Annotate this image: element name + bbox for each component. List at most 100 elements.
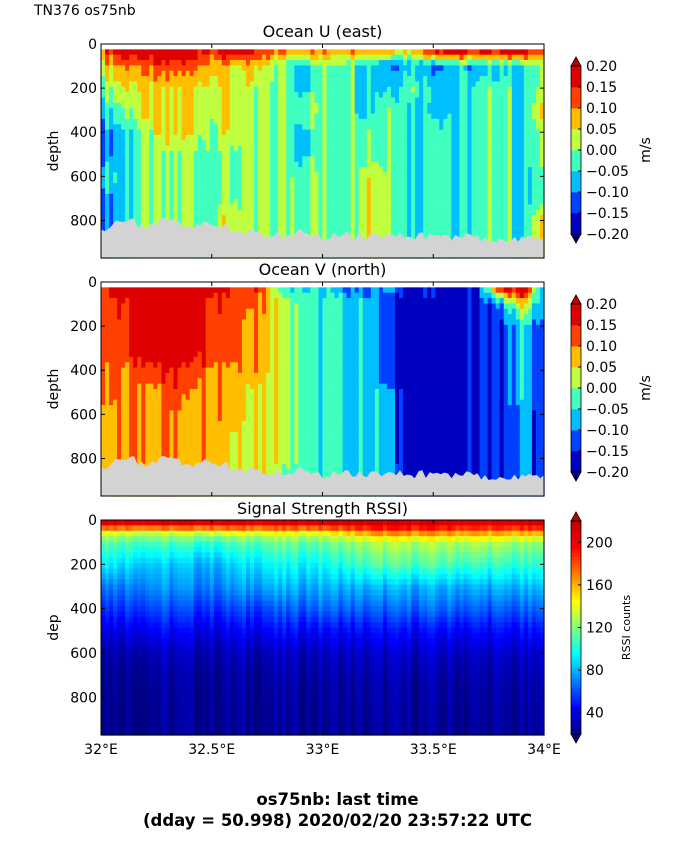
heatmap-cell [394,156,400,163]
heatmap-cell [399,172,404,179]
heatmap-cell [539,156,545,163]
heatmap-cell [527,167,533,173]
heatmap-cell [294,102,299,109]
heatmap-cell [447,140,452,147]
heatmap-cell [374,113,380,120]
heatmap-cell [499,118,505,125]
heatmap-cell [354,161,360,168]
heatmap-cell [314,44,320,50]
heatmap-cell [523,204,529,211]
heatmap-cell [125,129,130,136]
heatmap-cell [177,140,183,147]
heatmap-cell [197,193,203,200]
heatmap-cell [503,65,509,72]
heatmap-cell [149,108,154,115]
heatmap-cell [382,92,388,99]
heatmap-cell [519,134,525,141]
heatmap-cell [294,193,299,200]
heatmap-cell [149,204,154,211]
heatmap-cell [499,183,505,190]
heatmap-cell [258,156,263,163]
heatmap-cell [386,161,392,168]
heatmap-cell [459,193,465,200]
heatmap-cell [193,44,199,50]
heatmap-cell [133,415,138,422]
heatmap-cell [298,161,303,168]
heatmap-cell [390,54,396,61]
heatmap-cell [326,49,332,56]
heatmap-cell [463,215,469,222]
heatmap-cell [346,209,352,216]
heatmap-cell [423,108,428,115]
colorbar-band [571,150,581,172]
heatmap-cell [258,209,263,216]
heatmap-cell [475,156,481,163]
heatmap-cell [294,108,299,115]
heatmap-cell [310,156,316,163]
heatmap-cell [266,54,271,61]
heatmap-cell [314,86,320,93]
heatmap-cell [298,220,303,227]
heatmap-cell [354,60,360,66]
heatmap-cell [515,134,521,141]
heatmap-cell [145,54,150,61]
heatmap-cell [270,97,275,104]
heatmap-cell [415,220,420,227]
heatmap-cell [407,70,412,77]
heatmap-cell [270,76,275,83]
heatmap-cell [254,193,259,200]
heatmap-cell [495,134,501,141]
heatmap-cell [354,129,360,136]
heatmap-cell [213,129,219,136]
heatmap-cell [403,183,408,190]
heatmap-cell [213,65,219,72]
heatmap-cell [334,151,340,157]
heatmap-cell [519,76,525,83]
heatmap-cell [282,76,287,83]
heatmap-cell [326,167,332,173]
colorbar-tick-label: 0.00 [586,143,617,159]
heatmap-cell [334,156,340,163]
heatmap-cell [250,76,255,83]
heatmap-cell [105,225,110,232]
heatmap-cell [447,183,452,190]
heatmap-cell [205,156,211,163]
heatmap-cell [427,188,432,195]
heatmap-cell [197,140,203,147]
heatmap-cell [370,167,376,173]
heatmap-cell [415,92,420,99]
heatmap-cell [105,314,110,321]
heatmap-cell [197,124,203,131]
heatmap-cell [471,129,477,136]
heatmap-cell [125,437,130,444]
heatmap-cell [105,102,110,109]
heatmap-cell [193,118,199,125]
heatmap-cell [503,86,509,93]
heatmap-cell [149,215,154,222]
heatmap-cell [237,113,243,120]
heatmap-cell [306,167,312,173]
heatmap-cell [137,129,142,136]
heatmap-cell [233,49,239,56]
heatmap-cell [370,65,376,72]
heatmap-cell [153,49,158,56]
heatmap-cell [169,54,175,61]
heatmap-cell [467,118,473,125]
heatmap-cell [306,209,312,216]
heatmap-cell [133,167,138,173]
heatmap-cell [105,151,110,157]
heatmap-cell [173,140,179,147]
heatmap-cell [491,145,497,152]
heatmap-cell [133,431,138,438]
heatmap-cell [149,298,154,304]
heatmap-cell [390,199,396,206]
heatmap-cell [527,156,533,163]
heatmap-cell [435,140,440,147]
heatmap-cell [483,129,489,136]
heatmap-cell [479,236,485,243]
heatmap-cell [362,204,368,211]
heatmap-cell [310,134,316,141]
heatmap-cell [443,102,448,109]
heatmap-cell [366,86,372,93]
heatmap-cell [121,399,126,406]
